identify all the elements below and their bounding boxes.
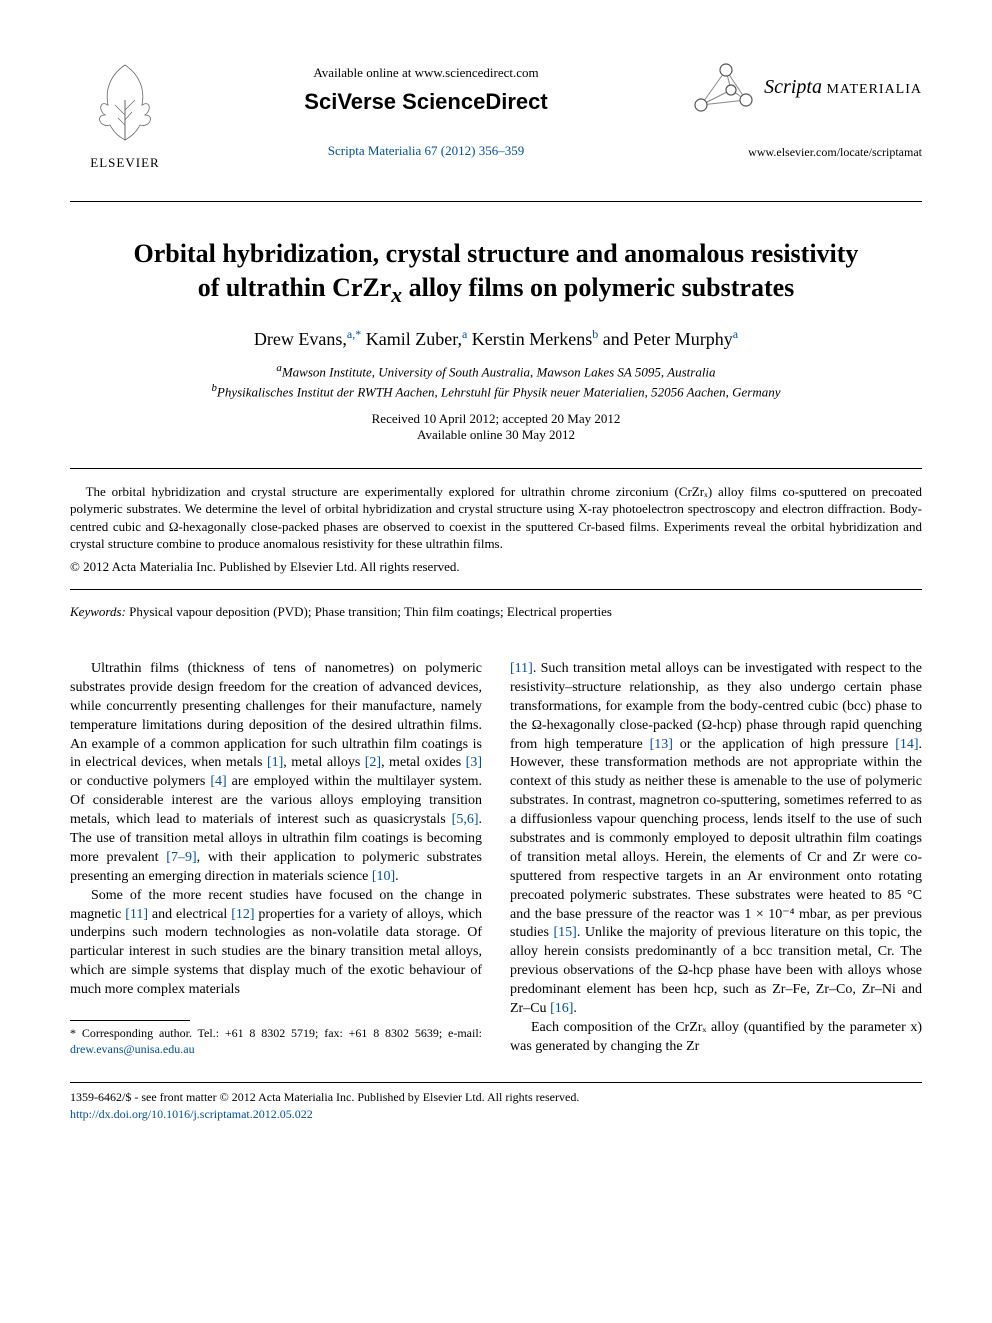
citation-3[interactable]: [3] [466, 755, 482, 770]
paragraph-4: Each composition of the CrZrₓ alloy (qua… [510, 1019, 922, 1057]
title-line1: Orbital hybridization, crystal structure… [134, 239, 859, 268]
body-text-span: , metal oxides [381, 755, 466, 770]
affiliations: aMawson Institute, University of South A… [70, 362, 922, 401]
footer-separator [70, 1082, 922, 1083]
copyright-text: © 2012 Acta Materialia Inc. Published by… [70, 559, 922, 575]
title-line2: of ultrathin CrZr [198, 273, 392, 302]
paragraph-2: Some of the more recent studies have foc… [70, 887, 482, 1000]
citation-14[interactable]: [14] [895, 737, 918, 752]
author-4: and Peter Murphy [603, 329, 733, 349]
body-text-span: . However, these transformation methods … [510, 737, 922, 941]
journal-title: Scripta MATERIALIA [764, 76, 922, 99]
body-text-span: Each composition of the CrZrₓ alloy (qua… [510, 1020, 922, 1054]
keywords-label: Keywords: [70, 604, 126, 619]
affiliation-b-text: Physikalisches Institut der RWTH Aachen,… [217, 385, 781, 400]
abstract-section: The orbital hybridization and crystal st… [70, 468, 922, 590]
doi-link[interactable]: http://dx.doi.org/10.1016/j.scriptamat.2… [70, 1106, 922, 1123]
journal-title-main: Scripta [764, 76, 822, 98]
article-title: Orbital hybridization, crystal structure… [90, 237, 902, 309]
footer-copyright: 1359-6462/$ - see front matter © 2012 Ac… [70, 1089, 922, 1106]
footnote-email[interactable]: drew.evans@unisa.edu.au [70, 1042, 195, 1056]
paragraph-1: Ultrathin films (thickness of tens of na… [70, 660, 482, 887]
body-text-span: , metal alloys [283, 755, 364, 770]
affiliation-a-text: Mawson Institute, University of South Au… [282, 364, 716, 379]
citation-7-9[interactable]: [7–9] [166, 850, 196, 865]
body-text-span: . [395, 869, 399, 884]
author-3: Kerstin Merkens [472, 329, 592, 349]
body-text-span: or the application of high pressure [673, 737, 895, 752]
citation-11b[interactable]: [11] [510, 661, 533, 676]
journal-url[interactable]: www.elsevier.com/locate/scriptamat [672, 145, 922, 160]
elsevier-tree-icon [90, 60, 160, 145]
citation-4[interactable]: [4] [210, 774, 226, 789]
journal-reference[interactable]: Scripta Materialia 67 (2012) 356–359 [180, 143, 672, 159]
body-text-span: . [573, 1001, 577, 1016]
footnote-text: Corresponding author. Tel.: +61 8 8302 5… [82, 1026, 482, 1040]
affiliation-b: bPhysikalisches Institut der RWTH Aachen… [70, 382, 922, 400]
author-4-affil[interactable]: a [733, 327, 738, 341]
author-1-affil[interactable]: a,* [347, 327, 361, 341]
received-date: Received 10 April 2012; accepted 20 May … [70, 411, 922, 427]
header: ELSEVIER Available online at www.science… [70, 60, 922, 171]
publisher-name: ELSEVIER [70, 155, 180, 171]
citation-2[interactable]: [2] [365, 755, 381, 770]
citation-15[interactable]: [15] [553, 925, 576, 940]
publisher-logo-block: ELSEVIER [70, 60, 180, 171]
footnote-star: * [70, 1026, 82, 1040]
platform-name: SciVerse ScienceDirect [180, 89, 672, 115]
citation-12[interactable]: [12] [231, 907, 254, 922]
title-line2-end: alloy films on polymeric substrates [402, 273, 794, 302]
article-dates: Received 10 April 2012; accepted 20 May … [70, 411, 922, 443]
journal-logo: Scripta MATERIALIA [672, 60, 922, 115]
body-text-span: and electrical [148, 907, 231, 922]
citation-10[interactable]: [10] [372, 869, 395, 884]
journal-title-suffix: MATERIALIA [822, 82, 922, 97]
body-text-span: or conductive polymers [70, 774, 210, 789]
paragraph-3: [11]. Such transition metal alloys can b… [510, 660, 922, 1019]
keywords-list: Physical vapour deposition (PVD); Phase … [126, 604, 612, 619]
header-center: Available online at www.sciencedirect.co… [180, 60, 672, 159]
column-right: [11]. Such transition metal alloys can b… [510, 660, 922, 1057]
scripta-graphic-icon [691, 60, 756, 115]
citation-13[interactable]: [13] [650, 737, 673, 752]
author-2: Kamil Zuber, [366, 329, 462, 349]
affiliation-a: aMawson Institute, University of South A… [70, 362, 922, 380]
citation-1[interactable]: [1] [267, 755, 283, 770]
body-text: Ultrathin films (thickness of tens of na… [70, 660, 922, 1057]
column-left: Ultrathin films (thickness of tens of na… [70, 660, 482, 1057]
footnote-separator [70, 1020, 190, 1021]
keywords: Keywords: Physical vapour deposition (PV… [70, 604, 922, 620]
citation-11[interactable]: [11] [125, 907, 148, 922]
citation-16[interactable]: [16] [550, 1001, 573, 1016]
online-date: Available online 30 May 2012 [70, 427, 922, 443]
journal-logo-block: Scripta MATERIALIA www.elsevier.com/loca… [672, 60, 922, 160]
author-1: Drew Evans, [254, 329, 347, 349]
corresponding-footnote: * Corresponding author. Tel.: +61 8 8302… [70, 1026, 482, 1057]
abstract-text: The orbital hybridization and crystal st… [70, 483, 922, 553]
header-rule [70, 201, 922, 202]
citation-5-6[interactable]: [5,6] [452, 812, 479, 827]
available-online-text: Available online at www.sciencedirect.co… [180, 65, 672, 81]
author-3-affil[interactable]: b [592, 327, 598, 341]
authors: Drew Evans,a,* Kamil Zuber,a Kerstin Mer… [70, 327, 922, 350]
footer: 1359-6462/$ - see front matter © 2012 Ac… [70, 1089, 922, 1123]
author-2-affil[interactable]: a [462, 327, 467, 341]
title-subscript: x [391, 283, 402, 307]
